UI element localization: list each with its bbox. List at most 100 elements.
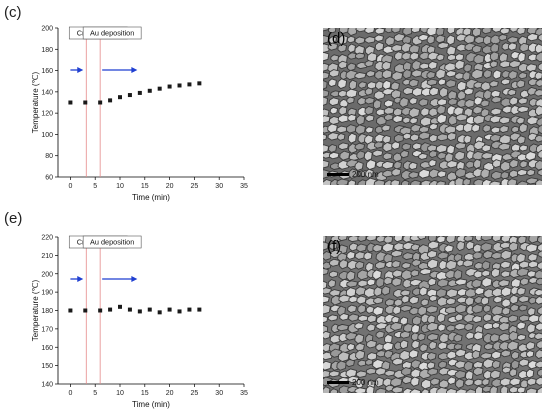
sem-grain [491, 96, 502, 104]
sem-grain [419, 343, 429, 353]
arrow-head [131, 67, 138, 73]
sem-grain [517, 51, 526, 63]
sem-grain [444, 306, 458, 315]
sem-grain [411, 323, 421, 335]
sem-grain [347, 28, 358, 37]
sem-grain [480, 236, 493, 242]
sem-grain [381, 69, 393, 80]
sem-grain [493, 295, 503, 304]
sem-grain [345, 124, 357, 134]
sem-grain [454, 303, 468, 314]
sem-grain [537, 306, 542, 316]
sem-grain [330, 54, 340, 62]
sem-grain [364, 60, 374, 68]
sem-grain [491, 359, 501, 370]
sem-grain [347, 132, 357, 144]
sem-grain [436, 133, 449, 142]
sem-grain [408, 295, 420, 305]
y-tick-label: 120 [41, 111, 53, 118]
sem-grain [428, 60, 438, 70]
sem-grain [337, 160, 350, 170]
sem-grain [498, 322, 511, 332]
sem-grain [337, 252, 348, 262]
sem-grain [366, 81, 377, 90]
y-tick-label: 80 [45, 153, 53, 160]
data-point [83, 308, 88, 313]
sem-grain [471, 44, 482, 54]
sem-grain [480, 296, 490, 306]
sem-grain [426, 361, 436, 370]
sem-grain [537, 236, 542, 244]
sem-grain [327, 132, 340, 141]
sem-grain [323, 369, 332, 379]
sem-grain [481, 276, 493, 288]
sem-grain [338, 294, 351, 303]
sem-grain [428, 134, 438, 143]
sem-grain [426, 352, 437, 361]
sem-grain [489, 80, 499, 88]
sem-grain [456, 80, 467, 92]
sem-grain [373, 286, 383, 297]
scale-bar-line-d [327, 173, 349, 176]
sem-grain [355, 378, 364, 390]
sem-grain [385, 36, 396, 47]
sem-grain [490, 89, 501, 98]
sem-grain [525, 350, 535, 358]
sem-grain [346, 96, 355, 105]
sem-grain [489, 51, 500, 62]
sem-grain [399, 330, 411, 339]
sem-image-f: (f) 200 nm [323, 236, 542, 393]
sem-grain [454, 176, 465, 185]
sem-grain [536, 117, 542, 127]
sem-grain [428, 340, 438, 351]
sem-grain [526, 323, 536, 334]
sem-grain [383, 113, 394, 121]
sem-grain [435, 34, 446, 44]
sem-grain [516, 79, 526, 89]
sem-grain [526, 33, 539, 42]
x-tick-label: 30 [215, 183, 223, 190]
sem-grain [453, 333, 463, 343]
sem-grain [354, 36, 366, 45]
annotation-text: Au deposition [90, 238, 134, 247]
sem-grain [408, 171, 420, 179]
sem-grain [517, 343, 529, 353]
sem-grain [483, 52, 493, 64]
sem-grain [445, 79, 457, 88]
sem-grain [454, 370, 467, 380]
sem-grain [400, 269, 413, 281]
sem-grain [323, 71, 330, 80]
sem-grain [366, 52, 378, 63]
sem-grain [400, 289, 411, 297]
sem-grain [498, 332, 511, 342]
sem-grain [391, 168, 402, 177]
sem-grain [437, 170, 447, 178]
sem-grain [518, 295, 530, 303]
sem-grain [373, 141, 384, 149]
sem-grain [437, 98, 448, 107]
sem-grain [490, 42, 500, 54]
sem-grain [382, 152, 393, 161]
sem-grain [400, 367, 412, 376]
x-axis-title: Time (min) [132, 400, 170, 409]
sem-grain [399, 349, 411, 361]
panel-label-c: (c) [4, 4, 22, 21]
sem-grain [537, 250, 542, 258]
sem-grain [328, 242, 338, 250]
sem-grain [391, 277, 403, 287]
sem-grain [518, 314, 531, 322]
sem-grain [365, 70, 376, 78]
sem-grain [374, 28, 386, 35]
sem-grain [482, 35, 492, 46]
sem-grain [471, 123, 481, 133]
sem-grain [445, 288, 459, 298]
data-point [147, 88, 152, 93]
sem-grain [480, 81, 492, 92]
sem-grain [473, 53, 485, 65]
sem-grain [500, 78, 511, 86]
sem-grain [339, 313, 350, 321]
sem-grain [453, 343, 463, 351]
scale-bar-f: 200 nm [327, 378, 379, 387]
sem-grain [390, 89, 402, 100]
data-point [147, 307, 152, 312]
